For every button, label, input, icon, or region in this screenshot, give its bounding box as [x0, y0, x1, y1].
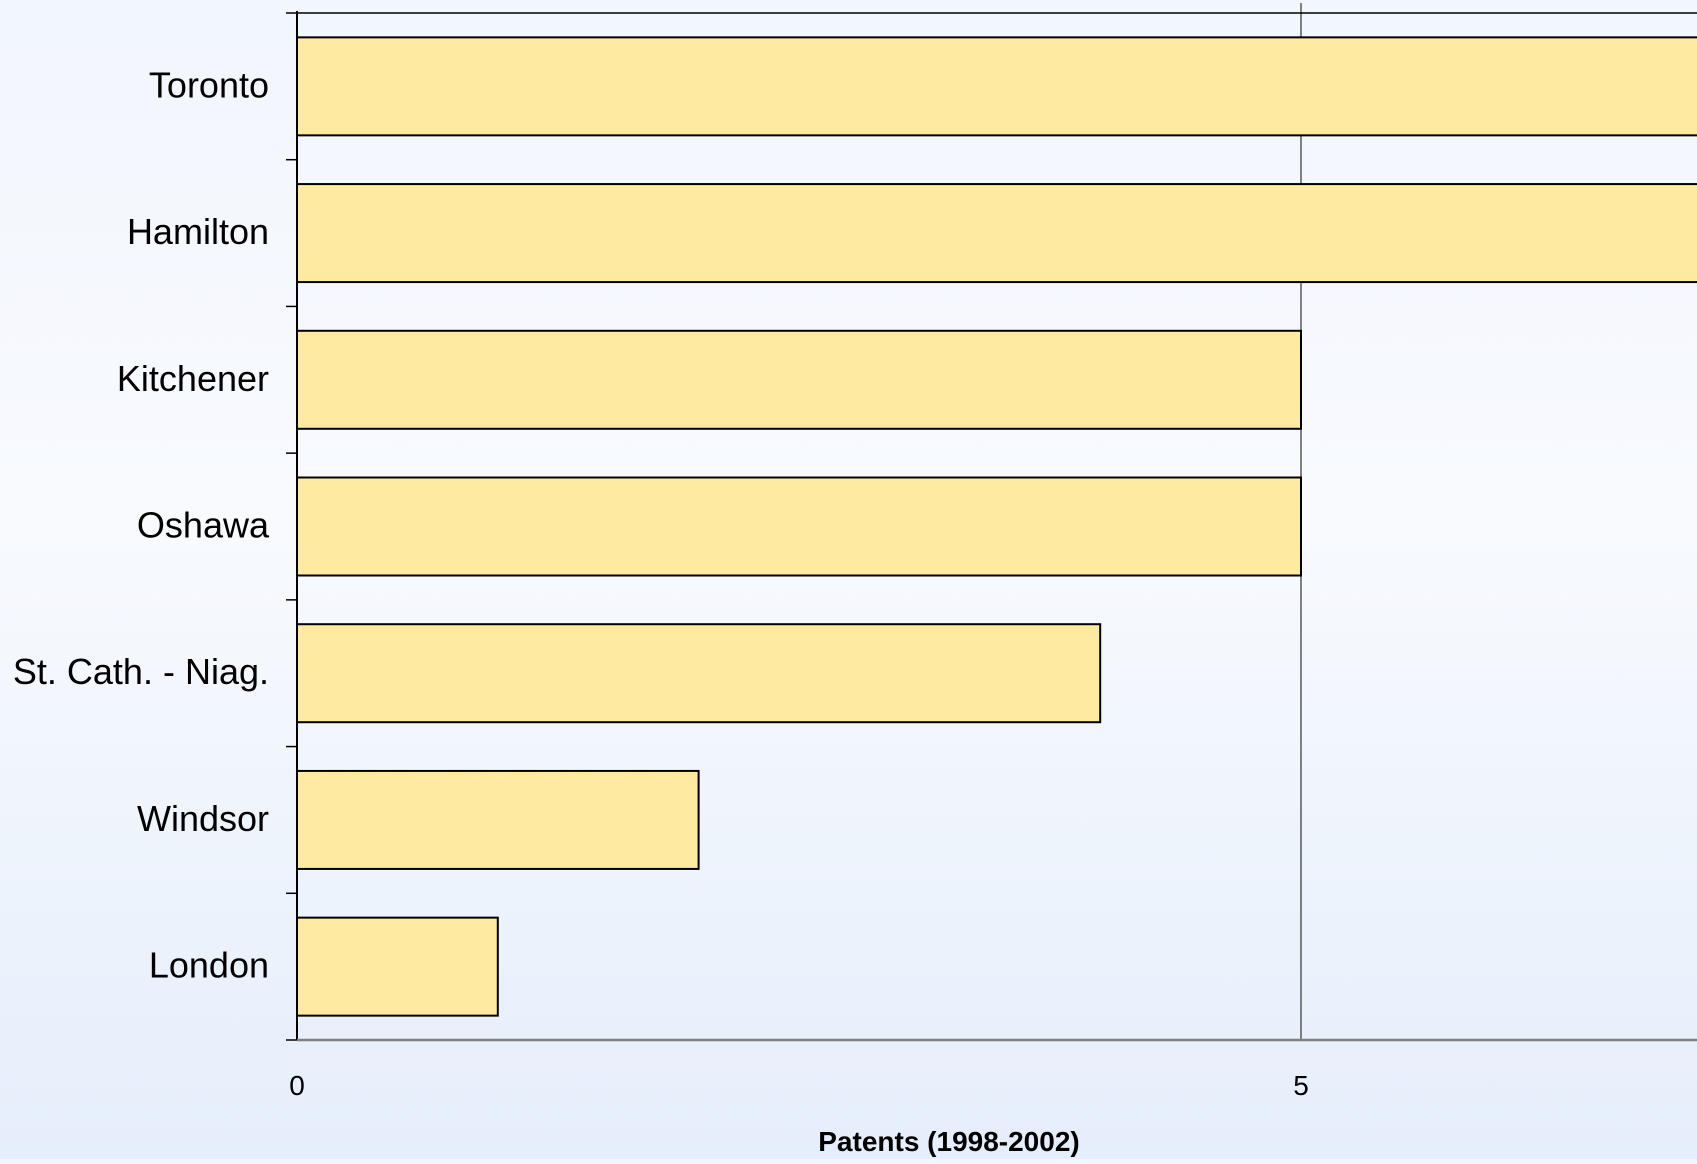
x-tick-label: 0 [289, 1070, 305, 1101]
bar-hamilton [296, 183, 1697, 284]
bar-toronto [296, 36, 1697, 137]
bar-oshawa [296, 476, 1302, 577]
category-label: Kitchener [117, 358, 269, 399]
axes [286, 11, 1697, 1042]
category-label: St. Cath. - Niag. [13, 651, 269, 692]
category-label: London [149, 945, 269, 986]
x-tick-labels: 05101520253035 [289, 1070, 1309, 1101]
bar-st-cath-niag [296, 623, 1102, 724]
bars [296, 36, 1697, 1017]
category-label: Hamilton [127, 211, 269, 252]
bar-london [296, 916, 499, 1017]
category-label: Oshawa [137, 505, 270, 546]
bar-windsor [296, 769, 700, 870]
category-label: Toronto [149, 64, 269, 105]
category-label: Windsor [137, 798, 269, 839]
x-tick-label: 5 [1293, 1070, 1309, 1101]
category-labels: Toronto Hamilton Kitchener Oshawa St. Cath. … [13, 64, 270, 985]
x-axis-title: Patents (1998-2002) [818, 1126, 1079, 1157]
bar-kitchener [296, 329, 1302, 430]
